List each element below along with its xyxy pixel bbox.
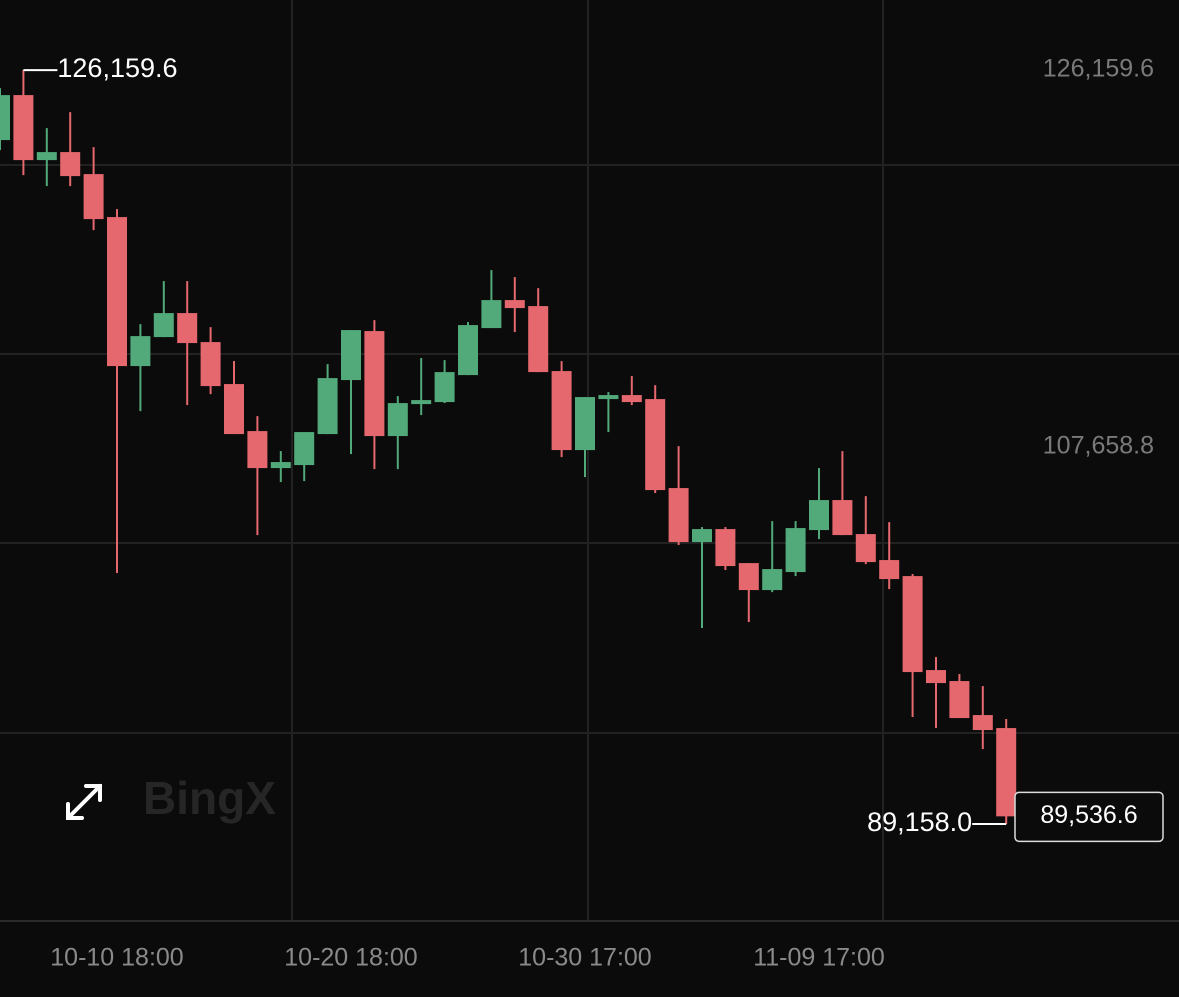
candle-body <box>692 529 712 543</box>
candle-body <box>411 400 432 405</box>
candle-body <box>598 395 619 400</box>
candle-body <box>809 500 829 531</box>
candle-body <box>247 431 268 469</box>
annotation-label: 89,158.0 <box>867 807 972 837</box>
candle-body <box>972 715 993 731</box>
candle-body <box>668 488 689 543</box>
candle-body <box>762 569 783 591</box>
y-tick-label: 107,658.8 <box>1043 432 1154 460</box>
candle-body <box>364 331 385 437</box>
last-price-box <box>1014 791 1164 843</box>
x-tick-label: 10-20 18:00 <box>284 944 417 972</box>
candle-body <box>645 399 666 491</box>
x-tick-label: 11-09 17:00 <box>753 944 885 972</box>
candle-body <box>294 432 315 466</box>
candle-body <box>481 300 502 329</box>
annotation-label: 126,159.6 <box>57 53 177 83</box>
candle-body <box>341 330 361 381</box>
candle-body <box>551 371 572 451</box>
candle-body <box>458 325 478 376</box>
x-tick-label: 10-10 18:00 <box>50 944 183 972</box>
candle-body <box>926 670 946 684</box>
candle-body <box>621 395 642 403</box>
candle-body <box>270 462 291 469</box>
candle-body <box>13 95 34 161</box>
candle-body <box>387 403 408 437</box>
expand-icon[interactable] <box>66 784 102 820</box>
last-price-label: 89,536.6 <box>1040 801 1137 829</box>
y-tick-label: 126,159.6 <box>1043 55 1154 83</box>
candle-body <box>83 174 104 220</box>
watermark: BingX <box>143 772 276 824</box>
candle-body <box>153 313 174 338</box>
candle-body <box>130 336 151 367</box>
candle-body <box>902 576 923 673</box>
candle-body <box>996 728 1017 817</box>
candle-body <box>317 378 338 435</box>
candle-body <box>107 217 127 367</box>
x-tick-label: 10-30 17:00 <box>518 944 651 972</box>
candle-body <box>832 500 853 536</box>
candle-body <box>224 384 244 435</box>
candle-body <box>36 152 57 161</box>
candle-body <box>528 306 549 373</box>
candle-body <box>738 563 759 591</box>
grid <box>0 0 1179 921</box>
candle-body <box>855 534 876 563</box>
candle-body <box>434 372 455 403</box>
candle-body <box>949 681 970 719</box>
candle-body <box>785 528 806 573</box>
candle-body <box>177 313 198 344</box>
candle-body <box>0 95 10 141</box>
candle-body <box>504 300 525 309</box>
candle-body <box>715 529 736 567</box>
candle-body <box>60 152 81 177</box>
candle-body <box>200 342 221 387</box>
candle-body <box>575 397 595 451</box>
candle-body <box>879 560 900 580</box>
